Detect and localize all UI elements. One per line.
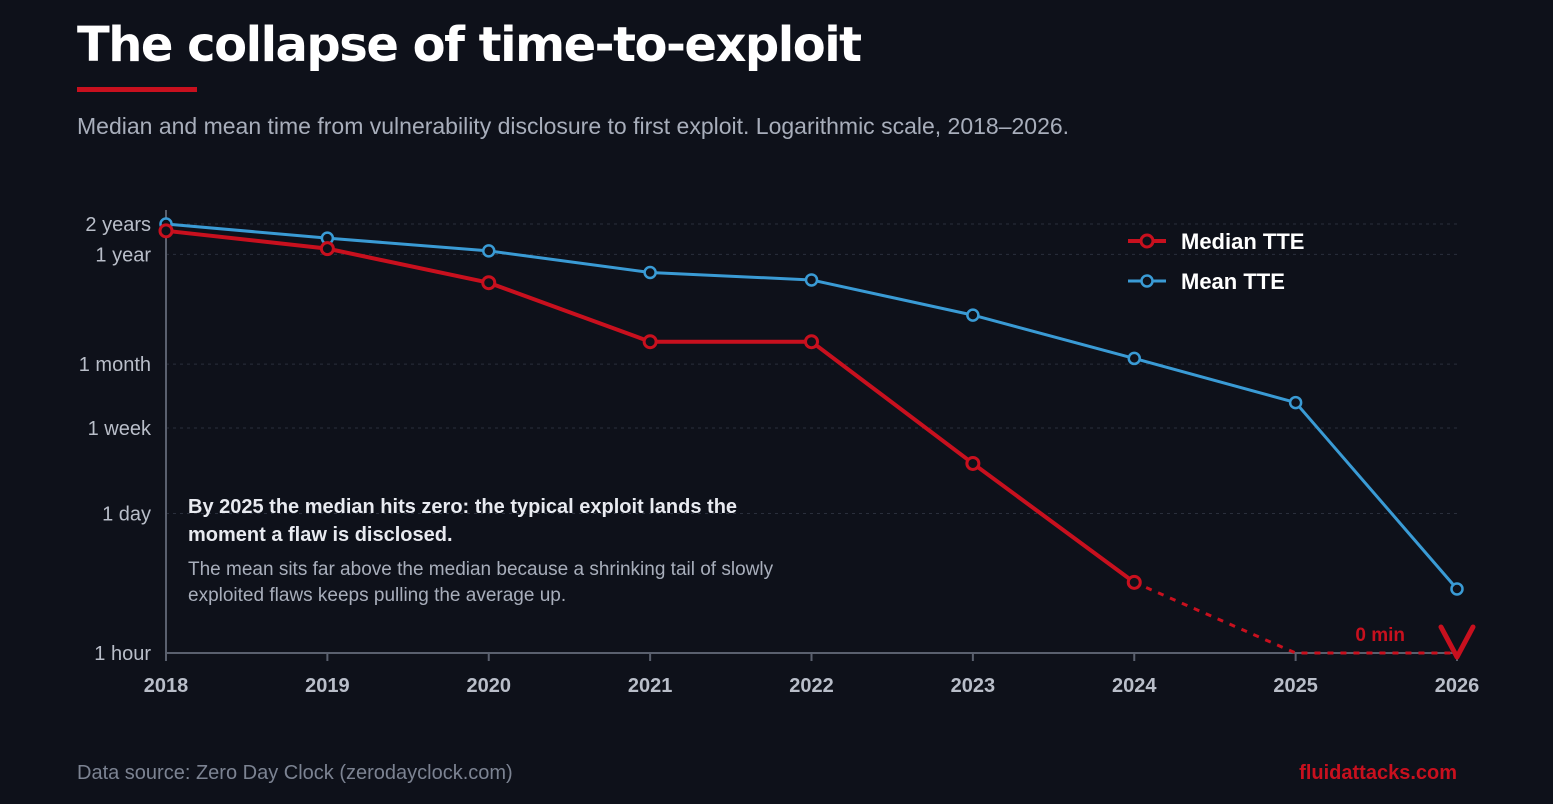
legend-median-label: Median TTE bbox=[1181, 229, 1304, 254]
median-point bbox=[965, 455, 981, 471]
median-point bbox=[158, 223, 174, 239]
y-tick-label: 1 month bbox=[79, 354, 151, 376]
title-underline bbox=[77, 87, 197, 92]
y-tick-label: 1 week bbox=[88, 418, 152, 440]
x-tick-label: 2022 bbox=[789, 675, 834, 697]
median-point bbox=[1126, 574, 1142, 590]
x-tick-label: 2025 bbox=[1273, 675, 1318, 697]
annotation-body: The mean sits far above the median becau… bbox=[188, 559, 774, 606]
chart-annotation: By 2025 the median hits zero: the typica… bbox=[188, 493, 808, 609]
chart-subtitle: Median and mean time from vulnerability … bbox=[77, 113, 1070, 139]
x-tick-label: 2018 bbox=[144, 675, 189, 697]
series-layer: 0 min bbox=[158, 217, 1476, 660]
data-source: Data source: Zero Day Clock (zerodaycloc… bbox=[77, 762, 513, 784]
median-point bbox=[804, 334, 819, 350]
y-tick-label: 1 day bbox=[102, 503, 151, 525]
median-end-label: 0 min bbox=[1355, 625, 1405, 646]
x-tick-label: 2024 bbox=[1112, 675, 1157, 697]
median-drop-marker bbox=[1438, 624, 1476, 660]
x-tick-label: 2020 bbox=[467, 675, 512, 697]
x-tick-label: 2023 bbox=[951, 675, 996, 697]
legend-median-marker bbox=[1139, 233, 1155, 249]
mean-point bbox=[1450, 582, 1464, 596]
mean-point bbox=[1288, 395, 1303, 410]
median-point bbox=[642, 334, 658, 350]
x-tick-label: 2019 bbox=[305, 675, 350, 697]
legend-mean-label: Mean TTE bbox=[1181, 269, 1285, 294]
mean-point bbox=[482, 244, 496, 258]
mean-point bbox=[1127, 351, 1141, 366]
median-point bbox=[319, 241, 335, 257]
mean-point bbox=[643, 265, 657, 280]
x-tick-label: 2026 bbox=[1435, 675, 1480, 697]
legend-mean-marker bbox=[1140, 274, 1154, 288]
y-tick-label: 1 hour bbox=[94, 643, 151, 665]
annotation-headline: By 2025 the median hits zero: the typica… bbox=[188, 496, 738, 546]
median-line-projected bbox=[1133, 580, 1457, 655]
axis-layer: 2 years 1 year 1 month 1 week 1 day 1 hour 201… bbox=[79, 210, 1480, 697]
y-tick-label: 1 year bbox=[95, 244, 151, 266]
x-tick-label: 2021 bbox=[628, 675, 673, 697]
mean-point bbox=[804, 273, 819, 287]
chart-title: The collapse of time-to-exploit bbox=[77, 17, 862, 73]
grid-layer bbox=[166, 223, 1457, 514]
median-point bbox=[481, 275, 497, 291]
y-tick-label: 2 years bbox=[85, 214, 151, 236]
brand-link[interactable]: fluidattacks.com bbox=[1299, 762, 1457, 784]
mean-point bbox=[966, 308, 980, 322]
legend: Median TTE Mean TTE bbox=[1128, 229, 1304, 294]
